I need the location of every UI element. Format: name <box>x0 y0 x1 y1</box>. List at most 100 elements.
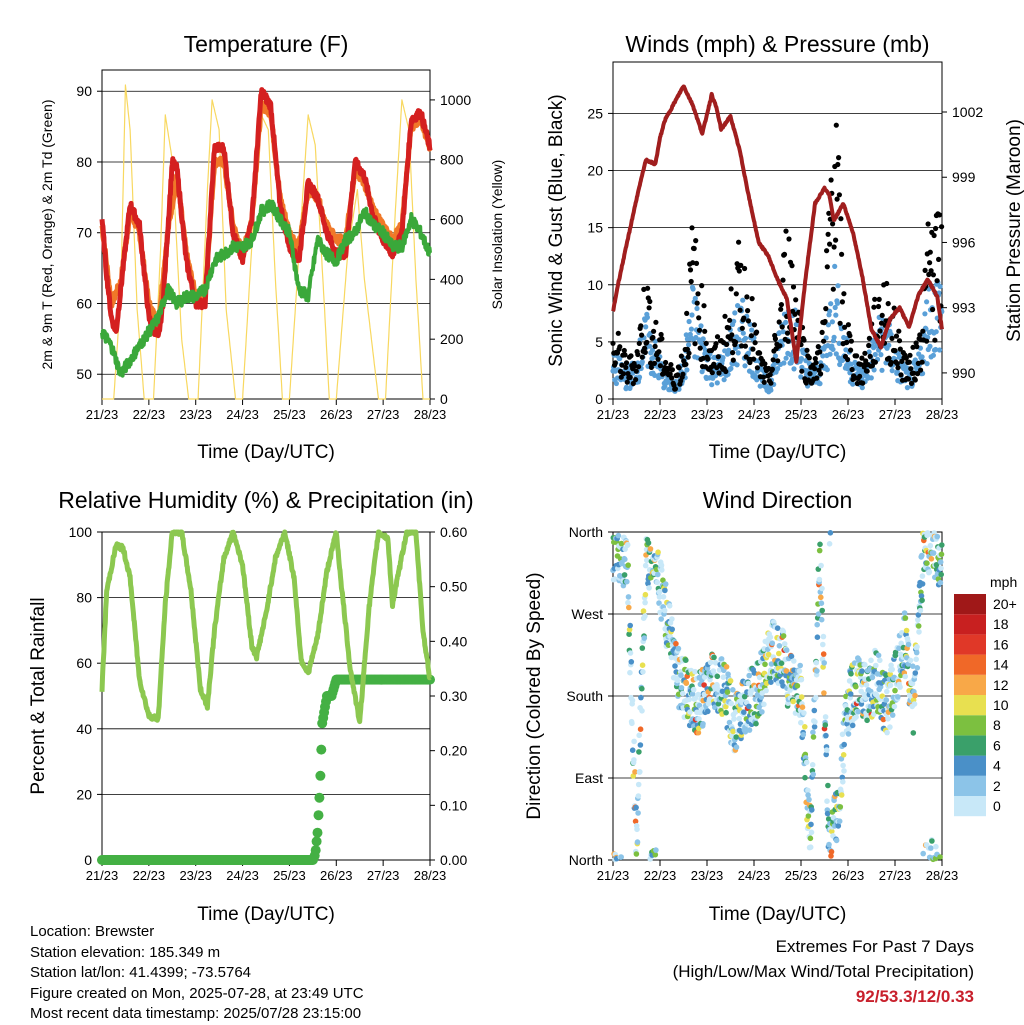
direction-point <box>791 658 797 664</box>
direction-point <box>618 540 625 547</box>
gust-point <box>862 350 868 356</box>
gust-point <box>831 244 837 250</box>
direction-point <box>891 703 898 710</box>
direction-point <box>742 729 749 735</box>
gust-point <box>811 366 818 372</box>
gust-point <box>922 267 928 273</box>
direction-point <box>640 608 647 614</box>
direction-point <box>919 597 925 604</box>
legend-label-5: 10 <box>993 697 1009 713</box>
direction-point <box>896 645 902 652</box>
direction-point <box>819 585 825 592</box>
gust-point <box>680 371 686 377</box>
gust-point <box>696 327 703 333</box>
direction-point <box>847 691 854 697</box>
direction-point <box>695 691 701 698</box>
gust-point <box>801 337 807 343</box>
direction-point <box>840 752 847 758</box>
direction-point <box>624 578 630 585</box>
wind-point <box>732 310 738 316</box>
recent-timestamp: Most recent data timestamp: 2025/07/28 2… <box>30 1005 362 1022</box>
direction-point <box>809 807 815 813</box>
direction-point <box>848 671 854 677</box>
direction-point <box>798 719 804 726</box>
direction-point <box>928 556 935 562</box>
direction-point <box>669 616 675 622</box>
direction-point <box>835 823 842 829</box>
direction-point <box>873 662 879 669</box>
legend-label-0: 0 <box>993 798 1001 814</box>
gust-point <box>770 357 776 363</box>
x-tick-label-2-5: 26/23 <box>320 868 353 883</box>
direction-point <box>658 616 664 622</box>
wind-point <box>740 330 746 336</box>
direction-point <box>914 665 921 671</box>
legend-title: mph <box>990 574 1017 590</box>
direction-point <box>811 707 818 714</box>
direction-point <box>634 826 640 833</box>
direction-point <box>827 530 834 536</box>
gust-point <box>648 360 654 366</box>
wind-point <box>835 283 841 289</box>
wind-point <box>836 340 842 346</box>
plot-frame-2 <box>101 531 431 861</box>
direction-point <box>759 709 765 715</box>
direction-point <box>733 744 740 750</box>
wind-point <box>886 342 892 348</box>
legend-swatch-10 <box>954 594 986 615</box>
wind-point <box>831 334 837 340</box>
series-2m-dewpoint <box>100 199 432 378</box>
gust-point <box>693 260 700 266</box>
direction-point <box>888 662 894 669</box>
wind-point <box>780 329 786 335</box>
gust-point <box>845 322 852 328</box>
direction-point <box>798 676 805 683</box>
wind-point <box>872 351 878 358</box>
wind-point <box>757 383 763 389</box>
wind-point <box>889 368 895 374</box>
direction-point <box>859 668 865 674</box>
gust-point <box>896 338 903 344</box>
direction-point <box>640 669 646 675</box>
gust-point <box>751 322 758 328</box>
direction-point <box>875 652 882 659</box>
direction-point <box>690 686 697 693</box>
direction-point <box>662 587 668 594</box>
gust-point <box>737 307 743 313</box>
gust-point <box>845 356 851 363</box>
gust-point <box>785 338 791 344</box>
gust-point <box>696 315 702 321</box>
direction-point <box>902 615 909 621</box>
gust-point <box>744 294 750 300</box>
wind-point <box>731 318 737 324</box>
direction-point <box>770 619 777 625</box>
direction-point <box>665 642 672 648</box>
direction-point <box>818 594 824 601</box>
direction-point <box>653 847 659 853</box>
gust-point <box>813 360 819 366</box>
direction-point <box>822 722 829 728</box>
direction-point <box>838 792 845 798</box>
direction-point <box>638 694 644 701</box>
gust-point <box>886 355 892 361</box>
gust-point <box>684 310 690 316</box>
direction-point <box>712 660 719 666</box>
direction-point <box>794 683 801 689</box>
gust-point <box>645 285 651 291</box>
gust-point <box>784 330 791 336</box>
wind-point <box>824 367 830 373</box>
direction-point <box>639 662 646 668</box>
legend-label-10: 20+ <box>993 596 1017 612</box>
direction-point <box>660 577 666 583</box>
gust-point <box>841 291 847 297</box>
direction-point <box>853 683 859 690</box>
direction-point <box>862 695 869 701</box>
direction-point <box>880 716 887 723</box>
direction-point <box>626 626 633 633</box>
gust-point <box>905 376 912 382</box>
gust-point <box>693 238 699 244</box>
gust-point <box>920 328 926 334</box>
direction-point <box>645 540 652 546</box>
wind-point <box>781 360 787 366</box>
wind-point <box>798 356 805 362</box>
